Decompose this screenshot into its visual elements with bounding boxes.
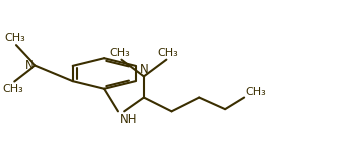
Text: CH₃: CH₃ (2, 84, 23, 94)
Text: CH₃: CH₃ (246, 87, 266, 97)
Text: NH: NH (120, 112, 137, 126)
Text: CH₃: CH₃ (109, 48, 130, 58)
Text: N: N (139, 63, 148, 76)
Text: CH₃: CH₃ (158, 48, 178, 58)
Text: N: N (25, 59, 33, 72)
Text: CH₃: CH₃ (4, 33, 25, 43)
